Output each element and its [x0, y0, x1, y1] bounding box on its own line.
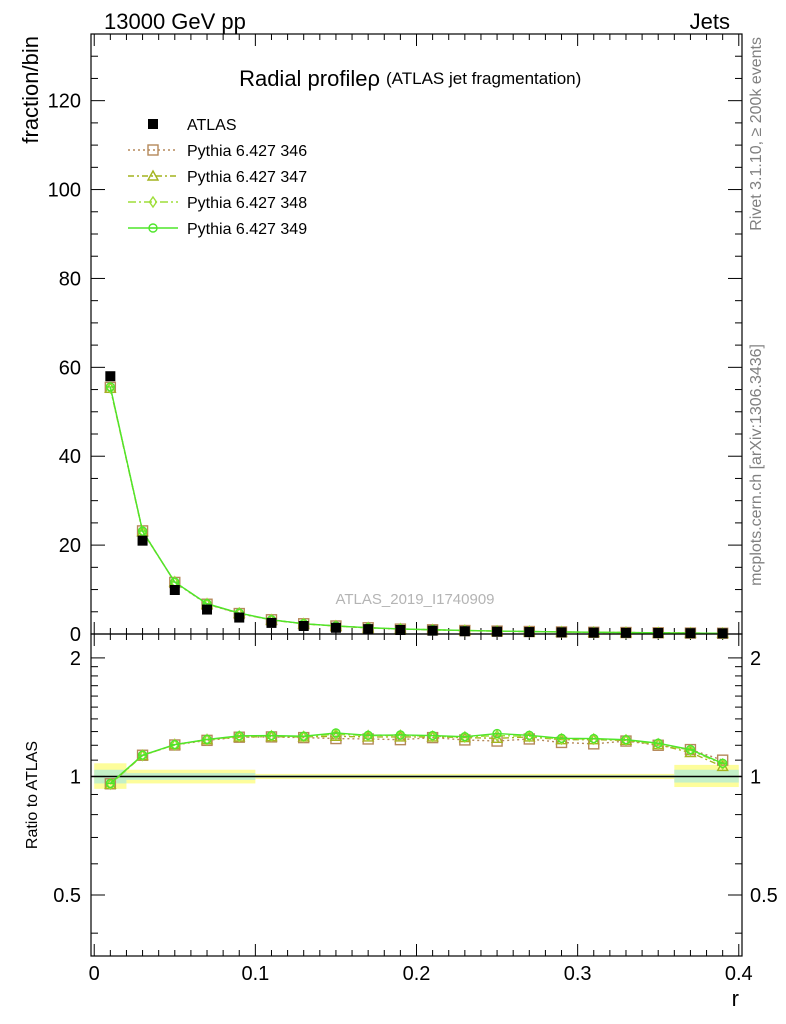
data-point: [459, 626, 470, 637]
y-tick-label: 120: [48, 91, 81, 113]
ratio-point-2: [460, 730, 470, 744]
ratio-axis-label: Ratio to ATLAS: [24, 741, 41, 849]
chart-title: Radial profileρ: [239, 66, 380, 91]
x-axis-label: r: [732, 986, 739, 1011]
data-point: [717, 628, 728, 639]
ratio-point-2: [589, 732, 599, 746]
y-axis-label: fraction/bin: [18, 36, 43, 144]
ratio-point-2: [396, 729, 405, 742]
legend-label-0: Pythia 6.427 346: [187, 143, 307, 160]
data-point: [492, 626, 503, 637]
x-tick-label: 0: [89, 963, 100, 985]
header-right: Jets: [690, 9, 730, 34]
ratio-frame: [90, 633, 743, 957]
x-tick-label: 0.2: [403, 963, 431, 985]
ratio-point-2: [267, 729, 276, 743]
ratio-tick-label-right: 2: [750, 648, 761, 670]
ratio-tick-label-left: 0.5: [53, 885, 81, 907]
ratio-point-2: [653, 737, 663, 751]
legend-label-1: Pythia 6.427 347: [187, 169, 307, 186]
legend-marker-2: [148, 195, 158, 209]
ratio-panel: 0 0.1 0.2 0.3 0.4 0.5 0.5 1 1 2 2: [53, 633, 778, 985]
data-point: [588, 627, 599, 638]
y-tick-label: 0: [70, 624, 81, 646]
y-tick-label: 40: [59, 446, 81, 468]
data-point: [524, 627, 535, 638]
data-point: [298, 621, 309, 631]
ratio-tick-label-left: 1: [70, 766, 81, 788]
legend-marker-data: [148, 119, 158, 129]
ratio-point-2: [557, 732, 566, 746]
ratio-point-2: [170, 738, 180, 752]
series-point-2: [105, 381, 115, 394]
x-tick-label: 0.4: [725, 963, 753, 985]
data-point: [234, 612, 245, 623]
ratio-point-2: [621, 733, 631, 747]
data-point: [620, 627, 631, 638]
data-point: [330, 622, 341, 633]
legend-label-2: Pythia 6.427 348: [187, 195, 307, 212]
data-point: [395, 625, 406, 635]
ratio-point-0: [459, 734, 471, 746]
legend-marker-1: [146, 169, 160, 181]
data-point: [556, 627, 567, 638]
ratio-tick-label-right: 0.5: [750, 885, 778, 907]
mcplots-label: mcplots.cern.ch [arXiv:1306.3436]: [748, 344, 765, 586]
legend: ATLAS Pythia 6.427 346 Pythia 6.427 347 Pyt…: [128, 117, 307, 238]
ratio-point-0: [716, 754, 729, 766]
data-point: [653, 628, 664, 639]
y-tick-label: 100: [48, 180, 81, 202]
legend-marker-0: [147, 144, 159, 156]
ratio-point-2: [202, 733, 212, 746]
y-tick-label: 80: [59, 268, 81, 290]
data-point: [427, 625, 438, 636]
header-left: 13000 GeV pp: [104, 9, 246, 34]
ratio-point-2: [363, 729, 373, 742]
ratio-point-2: [428, 730, 437, 743]
series-line-3: [109, 386, 723, 634]
data-point: [137, 535, 148, 546]
data-point: [363, 624, 374, 635]
legend-label-data: ATLAS: [187, 117, 237, 134]
x-tick-label: 0.3: [564, 963, 592, 985]
analysis-watermark: ATLAS_2019_I1740909: [335, 591, 494, 608]
data-point: [685, 628, 696, 639]
y-tick-label: 60: [59, 357, 81, 379]
data-point: [169, 585, 180, 595]
data-point: [105, 371, 116, 382]
ratio-point-0: [523, 733, 535, 745]
chart-subtitle: (ATLAS jet fragmentation): [386, 69, 581, 88]
ratio-tick-label-left: 2: [70, 648, 81, 670]
ratio-point-0: [362, 733, 374, 745]
ratio-point-2: [299, 730, 309, 743]
data-point: [266, 617, 277, 628]
y-tick-label: 20: [59, 535, 81, 557]
rivet-label: Rivet 3.1.10, ≥ 200k events: [748, 37, 765, 231]
main-panel: 0 20 40 60 80 100 120: [48, 33, 743, 956]
legend-label-3: Pythia 6.427 349: [187, 221, 307, 238]
ratio-line-3: [109, 732, 723, 784]
ratio-point-2: [234, 730, 244, 743]
x-tick-label: 0.1: [241, 963, 269, 985]
data-point: [202, 604, 213, 615]
ratio-tick-label-right: 1: [750, 766, 761, 788]
